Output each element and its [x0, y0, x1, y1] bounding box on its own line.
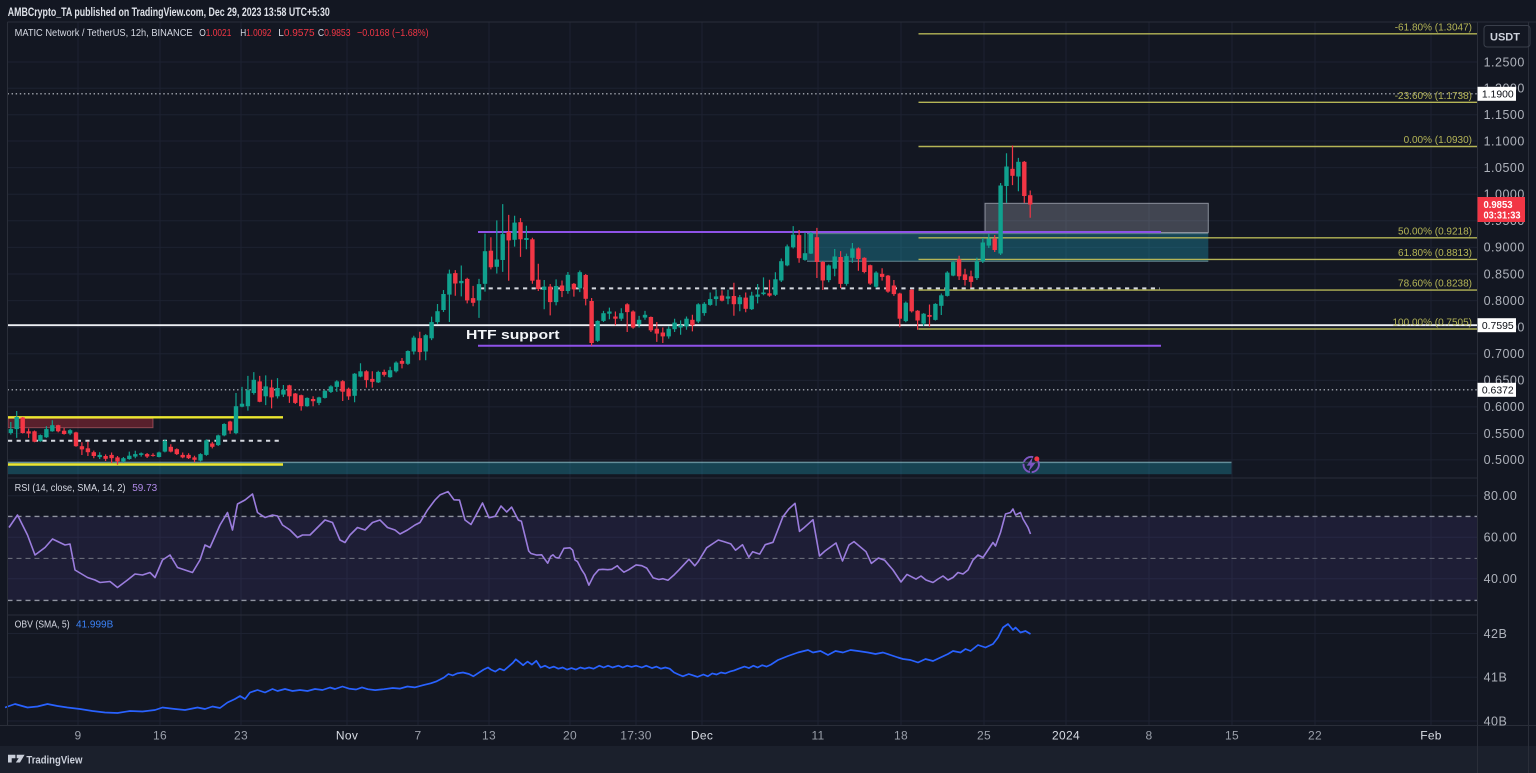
svg-text:78.60% (0.8238): 78.60% (0.8238) — [1398, 279, 1472, 290]
svg-text:8: 8 — [1146, 729, 1153, 743]
svg-text:03:31:33: 03:31:33 — [1484, 211, 1521, 222]
svg-text:RSI (14, close, SMA, 14, 2): RSI (14, close, SMA, 14, 2) — [15, 483, 126, 494]
svg-text:13: 13 — [482, 729, 496, 743]
svg-text:Feb: Feb — [1420, 729, 1442, 743]
svg-text:16: 16 — [153, 729, 167, 743]
svg-text:20: 20 — [563, 729, 577, 743]
svg-text:25: 25 — [977, 729, 991, 743]
svg-text:L0.9575: L0.9575 — [278, 28, 315, 39]
svg-text:100.00% (0.7505): 100.00% (0.7505) — [1392, 318, 1472, 329]
svg-text:40.00: 40.00 — [1484, 572, 1518, 586]
svg-text:O1.0021: O1.0021 — [199, 28, 231, 39]
svg-text:H1.0092: H1.0092 — [240, 28, 272, 39]
svg-text:−0.0168 (−1.68%): −0.0168 (−1.68%) — [357, 28, 429, 39]
svg-text:TradingView: TradingView — [26, 755, 82, 767]
svg-text:22: 22 — [1308, 729, 1322, 743]
svg-text:1.1000: 1.1000 — [1484, 134, 1525, 148]
svg-text:1.0500: 1.0500 — [1484, 161, 1525, 175]
svg-text:7: 7 — [415, 729, 422, 743]
svg-text:9: 9 — [75, 729, 82, 743]
svg-text:0.9853: 0.9853 — [1484, 200, 1513, 211]
svg-text:41B: 41B — [1484, 671, 1508, 685]
svg-text:USDT: USDT — [1490, 31, 1520, 43]
svg-text:MATIC Network / TetherUS, 12h,: MATIC Network / TetherUS, 12h, BINANCE — [15, 28, 193, 39]
svg-text:23: 23 — [234, 729, 248, 743]
svg-text:OBV (SMA, 5): OBV (SMA, 5) — [15, 620, 70, 631]
svg-text:2024: 2024 — [1052, 729, 1080, 743]
svg-text:61.80% (0.8813): 61.80% (0.8813) — [1398, 248, 1472, 259]
svg-text:0.7595: 0.7595 — [1482, 321, 1514, 332]
svg-text:42B: 42B — [1484, 627, 1508, 641]
svg-text:0.8500: 0.8500 — [1484, 267, 1525, 281]
svg-text:41.999B: 41.999B — [76, 620, 114, 631]
svg-text:0.9000: 0.9000 — [1484, 241, 1525, 255]
svg-text:17:30: 17:30 — [620, 729, 652, 743]
svg-text:59.73: 59.73 — [132, 483, 157, 494]
svg-text:Dec: Dec — [691, 729, 713, 743]
svg-text:0.6372: 0.6372 — [1482, 386, 1514, 397]
svg-text:11: 11 — [811, 729, 824, 743]
svg-text:1.1900: 1.1900 — [1482, 90, 1514, 101]
svg-text:-61.80% (1.3047): -61.80% (1.3047) — [1395, 22, 1472, 33]
svg-text:0.6000: 0.6000 — [1484, 400, 1525, 414]
svg-text:15: 15 — [1225, 729, 1239, 743]
svg-text:Nov: Nov — [336, 729, 358, 743]
svg-text:50.00% (0.9218): 50.00% (0.9218) — [1398, 226, 1472, 237]
svg-text:1.2500: 1.2500 — [1484, 55, 1525, 69]
svg-text:60.00: 60.00 — [1484, 531, 1518, 545]
svg-text:80.00: 80.00 — [1484, 489, 1518, 503]
svg-text:AMBCrypto_TA published on Trad: AMBCrypto_TA published on TradingView.co… — [8, 7, 330, 19]
svg-text:0.00% (1.0930): 0.00% (1.0930) — [1404, 135, 1472, 146]
svg-text:0.5500: 0.5500 — [1484, 427, 1525, 441]
svg-text:C0.9853: C0.9853 — [318, 28, 351, 39]
svg-text:0.5000: 0.5000 — [1484, 453, 1525, 467]
svg-text:0.7000: 0.7000 — [1484, 347, 1525, 361]
svg-text:0.8000: 0.8000 — [1484, 294, 1525, 308]
svg-text:18: 18 — [894, 729, 908, 743]
svg-text:-23.60% (1.1738): -23.60% (1.1738) — [1395, 91, 1472, 102]
svg-text:40B: 40B — [1484, 714, 1508, 728]
svg-text:1.1500: 1.1500 — [1484, 108, 1525, 122]
svg-text:HTF support: HTF support — [466, 327, 560, 342]
